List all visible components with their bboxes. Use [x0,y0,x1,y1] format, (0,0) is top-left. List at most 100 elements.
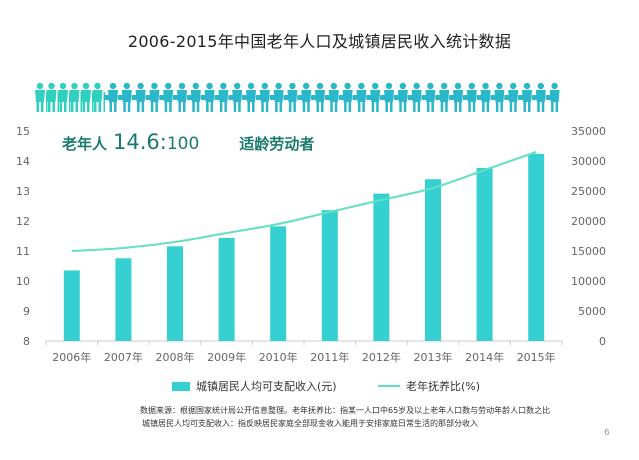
briefcase [242,95,248,100]
right-axis-tick-label: 20000 [571,215,606,228]
person-head [427,82,434,90]
right-axis-tick-label: 10000 [571,275,606,288]
person-leg [94,102,97,112]
person-leg [48,102,51,112]
person-leg [224,102,227,112]
person-leg [196,102,200,112]
worker-person-icon [531,82,546,112]
person-head [358,82,365,90]
briefcase [435,95,442,100]
person-head [151,82,158,90]
notes-line-1: 数据来源：根据国家统计局公开信息整理。老年抚养比：指某一人口中65岁及以上老年人… [140,406,551,415]
worker-person-icon [255,82,270,112]
person-leg [417,102,421,112]
person-leg [164,102,168,112]
worker-person-icon [242,82,256,112]
chart-title: 2006-2015年中国老年人口及城镇居民收入统计数据 [127,32,512,51]
person-leg [183,102,186,112]
person-leg [403,102,407,112]
elderly-person-icon [92,82,105,112]
bar [218,237,235,341]
person-head [330,82,337,90]
left-axis-tick-label: 11 [16,245,30,258]
person-leg [330,102,333,112]
bar [373,193,390,341]
person-body [259,90,270,102]
person-body [232,90,243,102]
person-leg [509,102,513,112]
person-body [92,90,103,102]
person-leg [233,102,237,112]
person-body [246,90,256,102]
person-body [287,90,298,102]
worker-person-icon [228,82,243,112]
bar [476,167,493,341]
person-body [273,90,284,102]
briefcase [255,95,262,100]
worker-person-icon [214,82,229,112]
briefcase [228,95,235,100]
person-leg [376,102,379,112]
person-leg [247,102,250,112]
person-leg [71,102,74,112]
person-body [411,90,422,102]
briefcase [476,95,483,100]
person-leg [137,102,140,112]
right-axis-tick-label: 0 [599,335,606,348]
legend-bar-swatch [172,381,190,391]
left-axis-tick-label: 13 [16,185,30,198]
person-leg [468,102,471,112]
person-leg [500,102,503,112]
person-head [123,82,130,90]
bar [425,179,441,341]
person-body [81,90,91,102]
person-leg [238,102,241,112]
ratio-workers-text: 适龄劳动者 [239,135,315,153]
worker-person-icon [435,82,450,112]
person-body [328,90,339,102]
person-leg [523,102,526,112]
briefcase [352,95,359,100]
person-leg [210,102,214,112]
person-head [165,82,172,90]
briefcase [214,95,221,100]
person-head [316,82,324,90]
person-leg [150,102,154,112]
person-leg [528,102,531,112]
worker-person-icon [186,82,201,112]
person-head [206,82,213,90]
person-leg [206,102,209,112]
right-axis-tick-label: 15000 [571,245,606,258]
person-body [384,90,394,102]
series-line [71,151,537,252]
worker-person-icon [366,82,381,112]
bar [115,258,132,341]
person-leg [334,102,338,112]
person-body [218,90,229,102]
person-body [69,90,80,102]
person-leg [555,102,559,112]
person-head [82,82,90,90]
person-leg [482,102,485,112]
person-head [551,82,558,90]
person-head [454,82,462,90]
person-leg [371,102,375,112]
person-leg [316,102,319,112]
walking-cane [57,92,59,112]
briefcase [173,95,179,100]
walking-cane [92,92,94,112]
person-head [192,82,199,90]
person-leg [344,102,347,112]
person-body [480,90,491,102]
person-leg [514,102,517,112]
person-leg [98,102,101,112]
person-leg [109,102,112,112]
person-leg [348,102,352,112]
person-head [275,82,282,90]
worker-person-icon [407,82,422,112]
person-leg [537,102,540,112]
person-head [289,82,296,90]
person-body [58,90,68,102]
left-axis-tick-label: 8 [23,335,30,348]
person-leg [413,102,416,112]
